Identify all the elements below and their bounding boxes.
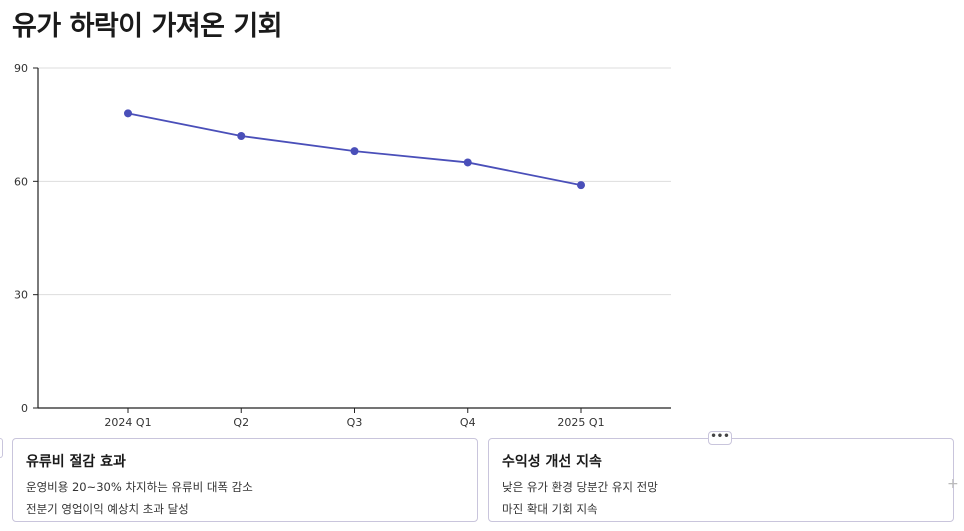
chart-axes [37,68,671,409]
card-profitability[interactable]: 수익성 개선 지속 낮은 유가 환경 당분간 유지 전망 마진 확대 기회 지속 [488,438,954,522]
card-title: 수익성 개선 지속 [502,454,602,470]
y-tick-label: 30 [14,289,28,302]
data-point [350,147,359,156]
resize-handle[interactable] [0,438,3,458]
page-title: 유가 하락이 가져온 기회 [12,11,283,42]
x-axis-ticks: 2024 Q1 Q2 Q3 Q4 2025 Q1 [104,408,605,429]
x-tick-label: Q4 [460,416,476,429]
y-tick-label: 60 [14,175,28,188]
card-fuel-savings[interactable]: 유류비 절감 효과 운영비용 20~30% 차지하는 유류비 대폭 감소 전분기… [12,438,478,522]
add-icon[interactable]: + [947,476,959,492]
x-tick-label: Q3 [347,416,363,429]
card-line: 마진 확대 기회 지속 [502,502,598,516]
cards-container: 유류비 절감 효과 운영비용 20~30% 차지하는 유류비 대폭 감소 전분기… [10,431,956,526]
card-line: 운영비용 20~30% 차지하는 유류비 대폭 감소 [26,480,253,494]
data-point [124,109,132,118]
data-point [237,132,246,140]
card-line: 전분기 영업이익 예상치 초과 달성 [26,502,189,516]
y-axis-ticks: 0 30 60 90 [14,62,38,415]
x-tick-label: Q2 [233,416,249,429]
data-point [577,181,585,190]
series-layer [124,109,585,190]
card-title: 유류비 절감 효과 [26,454,126,470]
y-tick-label: 0 [21,402,28,415]
x-tick-label: 2025 Q1 [557,416,604,429]
chart-grid [38,67,671,296]
card-line: 낮은 유가 환경 당분간 유지 전망 [502,480,658,494]
line-chart: 0 30 60 90 2024 Q1 Q2 Q3 Q4 2025 Q1 [14,62,671,429]
x-tick-label: 2024 Q1 [104,416,151,429]
more-options-button[interactable]: ••• [708,431,732,445]
data-point [463,158,472,167]
y-tick-label: 90 [14,62,28,75]
